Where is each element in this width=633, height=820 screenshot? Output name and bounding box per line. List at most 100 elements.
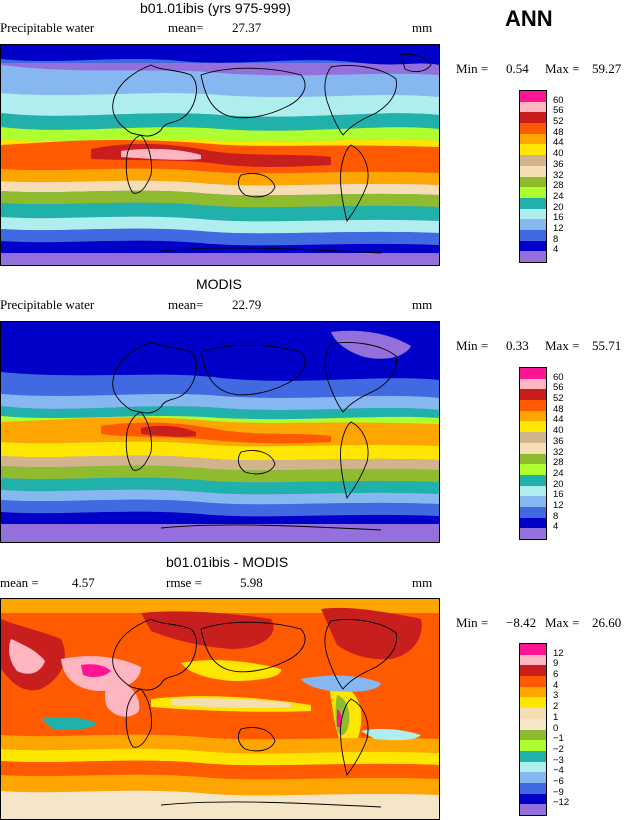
- colorbar-swatch: [520, 676, 546, 687]
- colorbar-swatch: [520, 697, 546, 709]
- colorbar-level-label: 36: [553, 435, 564, 447]
- colorbar-level-label: −2: [553, 743, 564, 755]
- colorbar-level-label: 40: [553, 425, 564, 437]
- colorbar-swatch: [520, 506, 546, 518]
- colorbar-swatch: [520, 686, 546, 698]
- colorbar-swatch: [520, 708, 546, 719]
- colorbar-level-label: 4: [553, 521, 559, 533]
- colorbar-swatch: [520, 804, 546, 815]
- rmse-value: 5.98: [240, 575, 263, 590]
- max-value: 59.27: [592, 61, 622, 76]
- colorbar-swatch: [520, 421, 546, 433]
- colorbar-level-label: −1: [553, 733, 564, 745]
- colorbar-level-label: 16: [553, 212, 564, 224]
- colorbar-level-label: 20: [553, 478, 564, 490]
- max-label: Max =: [545, 338, 580, 353]
- colorbar-level-label: 24: [553, 190, 564, 202]
- colorbar-level-label: 32: [553, 446, 564, 458]
- max-label: Max =: [545, 615, 580, 630]
- colorbar-level-label: 8: [553, 233, 559, 245]
- colorbar-swatch: [520, 750, 546, 762]
- colorbar-swatch: [520, 187, 546, 198]
- mean-value: 22.79: [232, 297, 262, 312]
- rmse-label: rmse =: [166, 575, 202, 590]
- colorbar-level-label: −6: [553, 775, 564, 787]
- colorbar-swatch: [520, 389, 546, 401]
- colorbar-swatch: [520, 251, 546, 262]
- colorbar-swatch: [520, 761, 546, 773]
- colorbar-level-label: 12: [553, 647, 564, 659]
- min-label: Min =: [456, 61, 489, 76]
- colorbar-swatch: [520, 197, 546, 209]
- colorbar-swatch: [520, 133, 546, 145]
- colorbar-swatch: [520, 740, 546, 751]
- colorbar-diff: [519, 643, 547, 816]
- colorbar-swatch: [520, 176, 546, 188]
- colorbar-level-label: 12: [553, 499, 564, 511]
- colorbar-swatch: [520, 782, 546, 794]
- colorbar-swatch: [520, 144, 546, 156]
- colorbar-swatch: [520, 91, 546, 102]
- variable-label: Precipitable water: [0, 20, 95, 35]
- colorbar-swatch: [520, 772, 546, 783]
- colorbar-swatch: [520, 101, 546, 113]
- model-map: [0, 44, 440, 266]
- colorbar-swatch: [520, 378, 546, 390]
- season-label: ANN: [505, 6, 553, 31]
- mean-label: mean=: [168, 297, 204, 312]
- colorbar-level-label: −3: [553, 754, 564, 766]
- colorbar-swatch: [520, 453, 546, 465]
- min-label: Min =: [456, 615, 489, 630]
- colorbar-swatch: [520, 665, 546, 677]
- colorbar-level-label: 4: [553, 679, 559, 691]
- colorbar-level-label: 9: [553, 658, 559, 670]
- colorbar-level-label: 2: [553, 701, 559, 713]
- colorbar-level-label: −9: [553, 786, 564, 798]
- obs-map: [0, 321, 440, 543]
- colorbar-swatch: [520, 432, 546, 443]
- colorbar-level-label: 3: [553, 690, 559, 702]
- colorbar-obs: [519, 367, 547, 540]
- colorbar-swatch: [520, 654, 546, 666]
- mean-value: 27.37: [232, 20, 262, 35]
- units-label: mm: [412, 575, 433, 590]
- colorbar-level-label: −12: [553, 797, 570, 809]
- colorbar-swatch: [520, 644, 546, 655]
- colorbar-level-label: 60: [553, 94, 564, 106]
- colorbar-swatch: [520, 793, 546, 805]
- colorbar-level-label: 56: [553, 382, 564, 394]
- colorbar-level-label: 48: [553, 126, 564, 138]
- colorbar-swatch: [520, 474, 546, 486]
- colorbar-level-label: 36: [553, 158, 564, 170]
- colorbar-model: [519, 90, 547, 263]
- panel-title: b01.01ibis - MODIS: [166, 554, 289, 570]
- colorbar-swatch: [520, 155, 546, 166]
- colorbar-level-label: 32: [553, 169, 564, 181]
- variable-label: Precipitable water: [0, 297, 95, 312]
- colorbar-level-label: 44: [553, 137, 564, 149]
- mean-label: mean =: [0, 575, 39, 590]
- colorbar-swatch: [520, 729, 546, 741]
- max-label: Max =: [545, 61, 580, 76]
- colorbar-level-label: 56: [553, 105, 564, 117]
- colorbar-level-label: 48: [553, 403, 564, 415]
- colorbar-level-label: 28: [553, 180, 564, 192]
- colorbar-swatch: [520, 229, 546, 241]
- colorbar-level-label: 24: [553, 467, 564, 479]
- colorbar-swatch: [520, 123, 546, 134]
- min-value: 0.54: [506, 61, 529, 76]
- units-label: mm: [412, 297, 433, 312]
- units-label: mm: [412, 20, 433, 35]
- colorbar-level-label: 6: [553, 669, 559, 681]
- colorbar-level-label: 0: [553, 722, 559, 734]
- min-label: Min =: [456, 338, 489, 353]
- colorbar-swatch: [520, 718, 546, 730]
- max-value: 55.71: [592, 338, 622, 353]
- colorbar-level-label: 20: [553, 201, 564, 213]
- colorbar-level-label: 52: [553, 393, 564, 405]
- colorbar-swatch: [520, 112, 546, 124]
- colorbar-swatch: [520, 165, 546, 177]
- colorbar-level-label: 8: [553, 510, 559, 522]
- colorbar-swatch: [520, 496, 546, 507]
- colorbar-swatch: [520, 368, 546, 379]
